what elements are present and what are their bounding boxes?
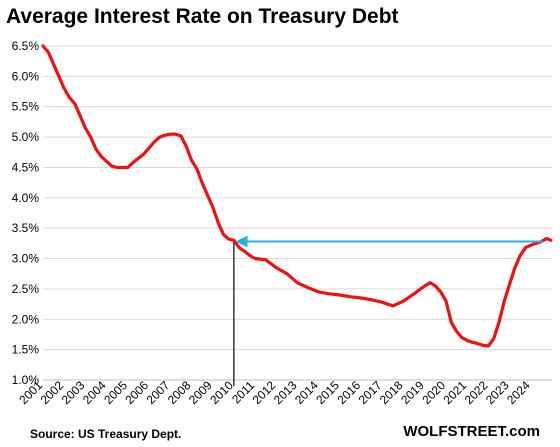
brand-label: WOLFSTREET.com	[403, 423, 540, 440]
y-tick-label: 6.5%	[12, 39, 40, 53]
y-tick-label: 3.5%	[12, 221, 40, 235]
chart-title: Average Interest Rate on Treasury Debt	[6, 5, 399, 28]
y-tick-label: 1.0%	[12, 373, 40, 387]
y-tick-label: 4.0%	[12, 191, 40, 205]
y-tick-label: 6.0%	[12, 69, 40, 83]
y-tick-label: 1.5%	[12, 343, 40, 357]
x-tick-label: 2024	[504, 378, 533, 407]
y-tick-label: 3.0%	[12, 252, 40, 266]
y-tick-label: 5.0%	[12, 130, 40, 144]
y-tick-label: 2.5%	[12, 282, 40, 296]
source-note: Source: US Treasury Dept.	[30, 427, 182, 441]
y-tick-label: 2.0%	[12, 312, 40, 326]
y-tick-label: 5.5%	[12, 100, 40, 114]
y-tick-label: 4.5%	[12, 160, 40, 174]
series-line	[41, 44, 553, 348]
